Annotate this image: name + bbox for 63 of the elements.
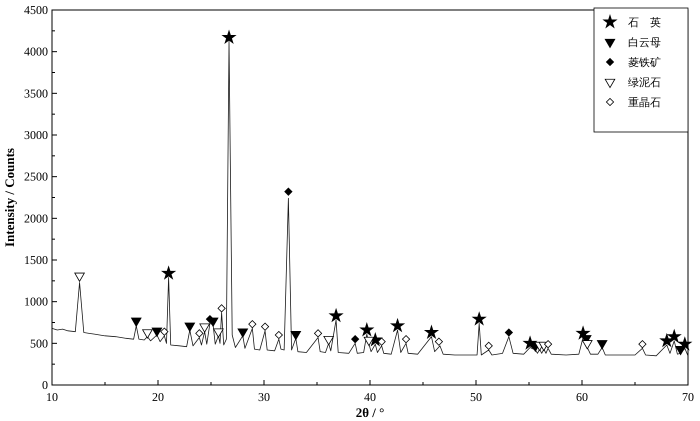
- y-tick-label: 3000: [24, 128, 48, 142]
- point: [424, 325, 438, 338]
- point: [290, 330, 302, 340]
- legend-label: 白云母: [628, 36, 661, 49]
- point: [544, 340, 552, 348]
- y-tick-label: 2000: [24, 211, 48, 226]
- point: [152, 328, 162, 337]
- legend-label: 菱铁矿: [628, 56, 661, 69]
- point: [675, 346, 686, 356]
- point: [184, 322, 196, 332]
- point: [274, 330, 283, 340]
- y-tick-label: 0: [42, 378, 48, 392]
- y-tick-label: 4000: [24, 44, 48, 59]
- point: [222, 30, 236, 44]
- legend-label: 石 英: [628, 16, 661, 29]
- point: [195, 329, 204, 338]
- point: [667, 330, 681, 342]
- point: [199, 323, 210, 333]
- y-axis-title: Intensity / Counts: [2, 148, 17, 247]
- point: [206, 315, 214, 324]
- point: [162, 266, 176, 280]
- y-tick-label: 1500: [24, 253, 48, 267]
- x-tick-label: 10: [46, 390, 58, 404]
- point: [390, 318, 404, 332]
- point: [160, 328, 168, 336]
- point: [213, 328, 224, 338]
- point: [364, 336, 374, 346]
- point: [218, 304, 226, 312]
- y-tick-label: 3500: [24, 86, 48, 100]
- x-tick-label: 40: [364, 390, 376, 404]
- point: [484, 342, 493, 350]
- y-tick-label: 2500: [24, 170, 48, 184]
- point: [378, 338, 386, 346]
- x-tick-label: 60: [576, 390, 588, 404]
- point: [329, 308, 343, 322]
- point: [351, 335, 360, 344]
- point: [142, 329, 153, 338]
- x-tick-label: 70: [682, 390, 694, 404]
- point: [314, 329, 322, 338]
- legend-label: 重晶石: [628, 96, 661, 109]
- y-tick-label: 1000: [24, 294, 48, 309]
- point: [323, 336, 334, 346]
- point: [434, 338, 443, 346]
- x-axis-title: 2θ / °: [356, 405, 384, 420]
- point: [284, 188, 292, 196]
- point: [74, 272, 85, 282]
- point: [402, 335, 410, 344]
- point: [638, 340, 646, 348]
- point: [472, 312, 486, 325]
- point: [504, 328, 513, 337]
- y-tick-label: 500: [30, 336, 48, 350]
- point: [360, 322, 374, 336]
- x-tick-label: 20: [152, 390, 164, 404]
- x-tick-label: 50: [470, 390, 482, 404]
- point: [131, 318, 142, 327]
- point: [238, 328, 248, 338]
- point: [582, 340, 593, 350]
- point: [596, 340, 608, 350]
- point: [261, 322, 270, 331]
- y-tick-label: 4500: [24, 3, 48, 17]
- point: [248, 320, 256, 328]
- legend-label: 绿泥石: [628, 76, 661, 89]
- x-tick-label: 30: [258, 390, 270, 404]
